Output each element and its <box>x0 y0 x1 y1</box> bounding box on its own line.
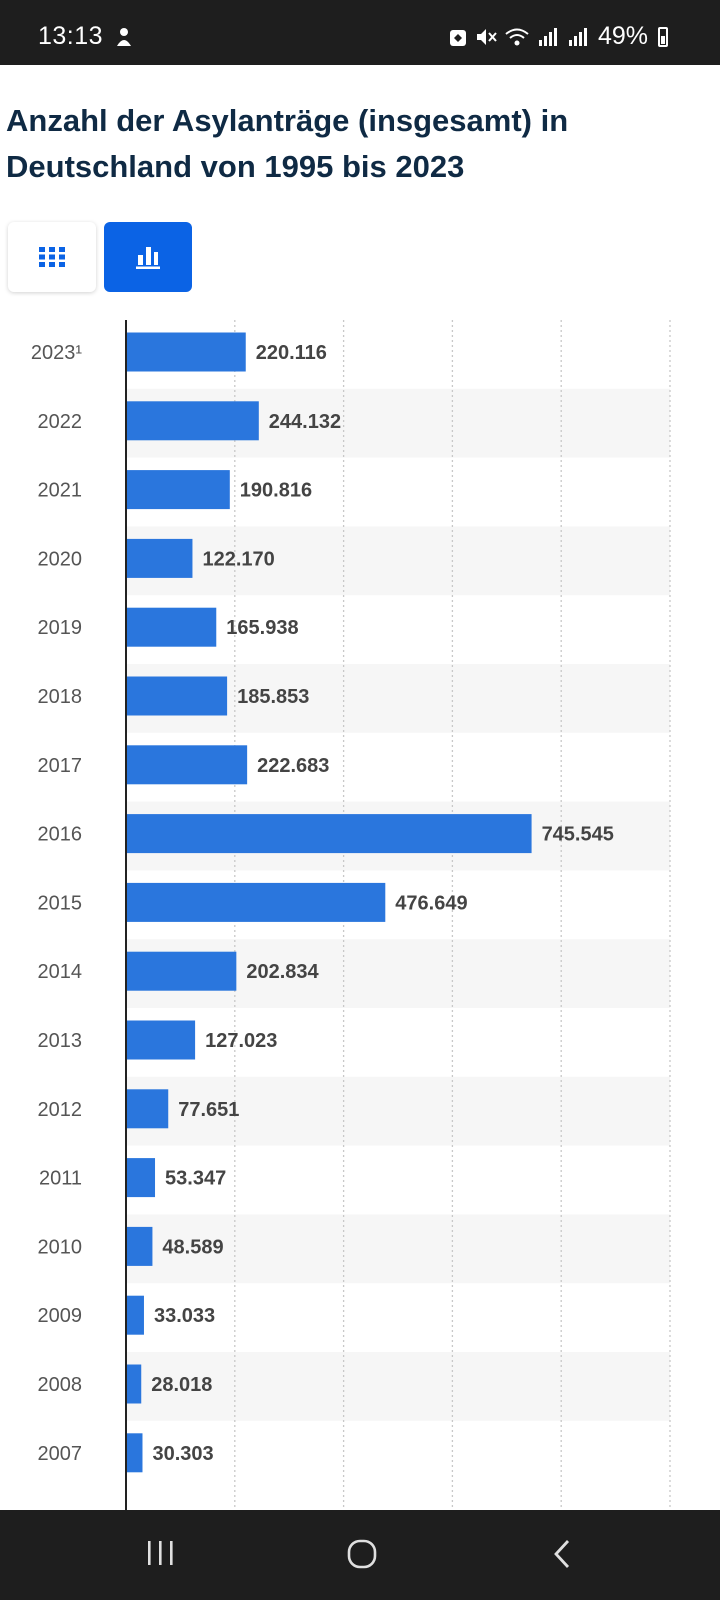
bar <box>126 745 248 785</box>
row-stripe <box>126 1352 670 1421</box>
app-notification-icon <box>117 28 131 46</box>
data-label: 185.853 <box>237 686 309 708</box>
row-stripe <box>126 526 670 596</box>
category-tick-label: 2011 <box>39 1168 82 1190</box>
category-tick-label: 2015 <box>38 892 83 914</box>
data-label: 77.651 <box>178 1099 239 1121</box>
recents-icon[interactable] <box>146 1538 176 1568</box>
mute-icon <box>476 28 497 45</box>
bar <box>126 882 386 922</box>
status-icons: 49% <box>448 22 668 51</box>
battery-icon <box>658 26 668 47</box>
category-tick-label: 2014 <box>38 961 83 983</box>
page-title: Anzahl der Asylanträge (insgesamt) in De… <box>6 103 569 184</box>
bar <box>126 1433 143 1473</box>
bar <box>126 607 217 647</box>
home-icon[interactable] <box>346 1538 378 1570</box>
data-label: 165.938 <box>226 617 298 639</box>
bar <box>126 1364 142 1404</box>
category-tick-label: 2009 <box>38 1305 83 1327</box>
data-label: 244.132 <box>269 411 341 433</box>
app-notification-icon <box>449 29 466 46</box>
signal-icon <box>538 27 557 46</box>
data-label: 53.347 <box>165 1168 226 1190</box>
bar-chart: 220.116 2023¹ 244.132 2022 190.816 2021 122.17… <box>31 320 671 1510</box>
data-label: 222.683 <box>257 755 329 777</box>
data-label: 202.834 <box>246 961 319 983</box>
bar <box>126 332 246 372</box>
chart-view-button[interactable] <box>104 222 192 292</box>
battery-percent: 49% <box>597 22 648 50</box>
category-tick-label: 2020 <box>38 548 83 570</box>
row-stripe <box>126 1076 670 1146</box>
data-label: 30.303 <box>152 1443 213 1465</box>
wifi-icon <box>505 28 529 45</box>
bar <box>126 676 228 716</box>
bar-chart-icon <box>136 247 160 269</box>
data-label: 48.589 <box>162 1236 223 1258</box>
category-tick-label: 2017 <box>38 755 83 777</box>
data-label: 745.545 <box>542 824 614 846</box>
bar <box>126 1020 196 1060</box>
data-label: 33.033 <box>154 1305 215 1327</box>
back-icon[interactable] <box>550 1538 574 1570</box>
navigation-bar <box>0 1510 720 1600</box>
bar <box>126 1158 156 1198</box>
category-tick-label: 2010 <box>38 1236 83 1258</box>
category-tick-label: 2013 <box>38 1030 83 1052</box>
data-label: 122.170 <box>202 548 274 570</box>
bar <box>126 1295 144 1335</box>
bar <box>126 1226 153 1266</box>
category-tick-label: 2008 <box>38 1374 83 1396</box>
data-label: 127.023 <box>205 1030 277 1052</box>
data-label: 476.649 <box>395 892 467 914</box>
category-tick-label: 2021 <box>38 480 83 502</box>
status-time: 13:13 <box>38 22 104 50</box>
bar <box>126 814 532 854</box>
bar <box>126 1089 169 1129</box>
grid-table-icon <box>39 247 65 267</box>
bar <box>126 951 237 991</box>
data-label: 220.116 <box>256 342 327 364</box>
category-tick-label: 2022 <box>38 411 83 433</box>
signal-icon <box>568 27 587 46</box>
category-tick-label: 2012 <box>38 1099 83 1121</box>
bar <box>126 401 259 441</box>
bar <box>126 470 230 510</box>
row-stripe <box>126 1214 670 1284</box>
category-tick-label: 2023¹ <box>31 342 82 364</box>
status-bar: 13:13 49% <box>0 0 720 65</box>
data-label: 190.816 <box>240 480 312 502</box>
category-tick-label: 2016 <box>38 824 83 846</box>
table-view-button[interactable] <box>8 222 96 292</box>
data-label: 28.018 <box>151 1374 212 1396</box>
bar <box>126 538 193 578</box>
category-tick-label: 2019 <box>38 617 83 639</box>
category-tick-label: 2007 <box>38 1443 83 1465</box>
category-tick-label: 2018 <box>38 686 83 708</box>
